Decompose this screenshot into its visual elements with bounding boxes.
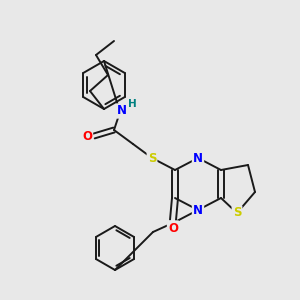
Text: S: S (148, 152, 156, 164)
Text: N: N (193, 203, 203, 217)
Text: O: O (82, 130, 92, 142)
Text: S: S (233, 206, 241, 220)
Text: N: N (117, 104, 127, 118)
Text: N: N (193, 152, 203, 164)
Text: O: O (168, 221, 178, 235)
Text: H: H (128, 99, 136, 109)
